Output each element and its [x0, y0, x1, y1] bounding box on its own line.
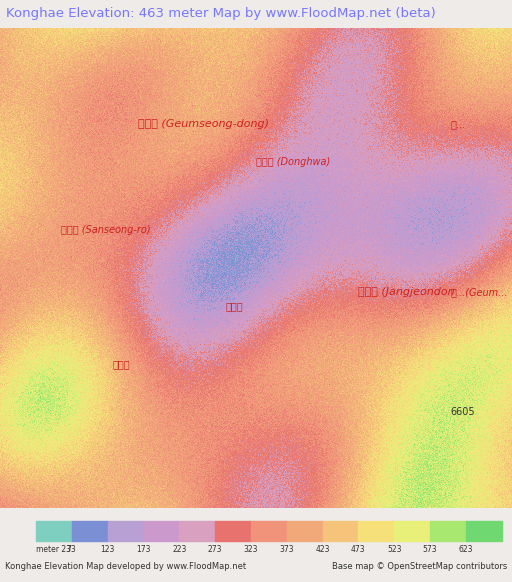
Text: meter 23: meter 23	[36, 545, 71, 554]
Bar	[36, 520, 72, 541]
Text: 123: 123	[100, 545, 115, 554]
Text: 홍로동 (Donghwa): 홍로동 (Donghwa)	[256, 157, 330, 168]
Text: 금성동 (Geumseong-dong): 금성동 (Geumseong-dong)	[138, 119, 269, 129]
Bar	[72, 520, 108, 541]
Bar	[108, 520, 143, 541]
Text: 구...: 구...	[451, 119, 465, 129]
Text: 373: 373	[280, 545, 294, 554]
Text: 6605: 6605	[451, 407, 475, 417]
Text: 73: 73	[67, 545, 77, 554]
Bar	[323, 520, 358, 541]
Text: Base map © OpenStreetMap contributors: Base map © OpenStreetMap contributors	[332, 562, 507, 571]
Text: 금...(Geum...: 금...(Geum...	[451, 287, 508, 297]
Bar	[466, 520, 502, 541]
Bar	[215, 520, 251, 541]
Bar	[179, 520, 215, 541]
Text: 삼성로 (Sanseong-ro): 삼성로 (Sanseong-ro)	[61, 225, 151, 235]
Text: 523: 523	[387, 545, 401, 554]
Text: 삼계동: 삼계동	[113, 359, 130, 369]
Text: 423: 423	[315, 545, 330, 554]
Bar	[430, 520, 466, 541]
Text: 바라봄: 바라봄	[225, 301, 243, 311]
Bar	[394, 520, 430, 541]
Bar	[358, 520, 394, 541]
Text: 623: 623	[459, 545, 473, 554]
Bar	[287, 520, 323, 541]
Text: 273: 273	[208, 545, 222, 554]
Text: 573: 573	[423, 545, 437, 554]
Text: 223: 223	[172, 545, 186, 554]
Text: 장전동 (Jangjeondon: 장전동 (Jangjeondon	[358, 287, 455, 297]
Text: Konghae Elevation Map developed by www.FloodMap.net: Konghae Elevation Map developed by www.F…	[5, 562, 246, 571]
Text: 173: 173	[136, 545, 151, 554]
Text: 323: 323	[244, 545, 258, 554]
Bar	[251, 520, 287, 541]
Text: 473: 473	[351, 545, 366, 554]
Text: Konghae Elevation: 463 meter Map by www.FloodMap.net (beta): Konghae Elevation: 463 meter Map by www.…	[6, 8, 436, 20]
Bar	[143, 520, 179, 541]
